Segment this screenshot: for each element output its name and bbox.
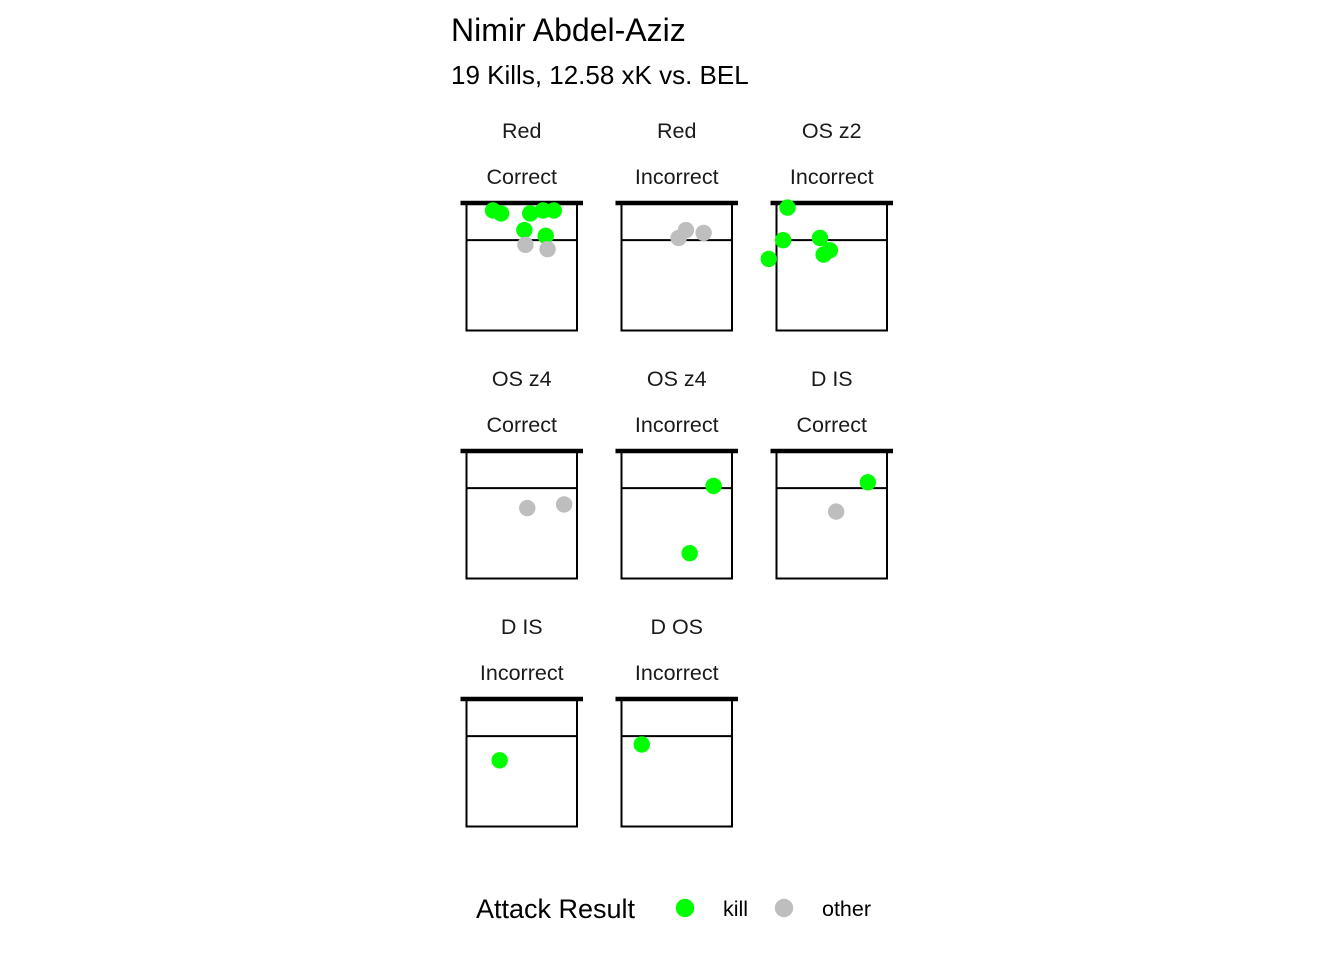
court-outline — [620, 204, 733, 332]
facet-label-bottom: Incorrect — [480, 661, 564, 685]
facet-panel: D IS Correct — [770, 367, 893, 580]
kill-point — [633, 736, 650, 753]
facet-panel: OS z4 Incorrect — [615, 367, 738, 580]
facet-panel: D OS Incorrect — [615, 615, 738, 828]
court-outline — [775, 204, 888, 332]
facet-label-top: OS z4 — [647, 367, 707, 391]
court-outline — [620, 700, 733, 828]
facet-panel: OS z4 Correct — [460, 367, 583, 580]
court-outline — [465, 452, 578, 580]
kill-point — [760, 250, 777, 268]
facet-label-top: Red — [657, 119, 696, 143]
facet-label-top: D IS — [501, 615, 543, 639]
legend-key-other — [774, 898, 794, 918]
legend-key-kill — [675, 898, 695, 918]
kill-point — [516, 221, 533, 239]
facet-label-top: Red — [502, 119, 541, 143]
facet-panel: OS z2 Incorrect — [760, 119, 893, 332]
kill-point — [491, 752, 508, 769]
legend-label-kill: kill — [723, 897, 748, 921]
kill-point — [774, 231, 792, 249]
kill-point — [545, 202, 562, 219]
other-point — [827, 503, 845, 520]
chart-subtitle: 19 Kills, 12.58 xK vs. BEL — [451, 60, 749, 90]
facet-label-bottom: Incorrect — [635, 165, 719, 189]
kill-point — [681, 545, 698, 562]
kill-point — [492, 205, 510, 222]
kill-point — [815, 246, 832, 263]
legend-title: Attack Result — [476, 894, 636, 924]
facet-label-bottom: Correct — [797, 413, 868, 437]
other-point — [517, 236, 534, 254]
court-outline — [620, 452, 733, 580]
facet-label-bottom: Correct — [487, 413, 558, 437]
court-outline — [465, 204, 578, 332]
legend: Attack Result kill other — [476, 894, 871, 924]
chart-title: Nimir Abdel-Aziz — [451, 12, 686, 48]
facet-panel: D IS Incorrect — [460, 615, 583, 828]
facet-label-bottom: Incorrect — [635, 661, 719, 685]
other-point — [695, 224, 712, 242]
court-outline — [465, 700, 578, 828]
facet-panel: Red Correct — [460, 119, 583, 332]
kill-point — [811, 229, 829, 247]
other-point — [539, 240, 556, 258]
kill-point — [537, 227, 554, 245]
other-point — [677, 221, 695, 239]
other-point — [519, 499, 536, 517]
facet-label-top: D OS — [650, 615, 703, 639]
other-point — [555, 496, 573, 513]
kill-point — [705, 477, 722, 495]
facet-panel: Red Incorrect — [615, 119, 738, 332]
court-outline — [775, 452, 888, 580]
facet-label-top: OS z2 — [802, 119, 862, 143]
legend-label-other: other — [822, 897, 871, 921]
facet-label-top: D IS — [811, 367, 853, 391]
facet-label-top: OS z4 — [492, 367, 552, 391]
facet-label-bottom: Correct — [487, 165, 558, 189]
kill-point — [779, 199, 796, 216]
kill-point — [522, 205, 539, 222]
facet-label-bottom: Incorrect — [635, 413, 719, 437]
kill-point — [859, 474, 877, 491]
facet-label-bottom: Incorrect — [790, 165, 874, 189]
